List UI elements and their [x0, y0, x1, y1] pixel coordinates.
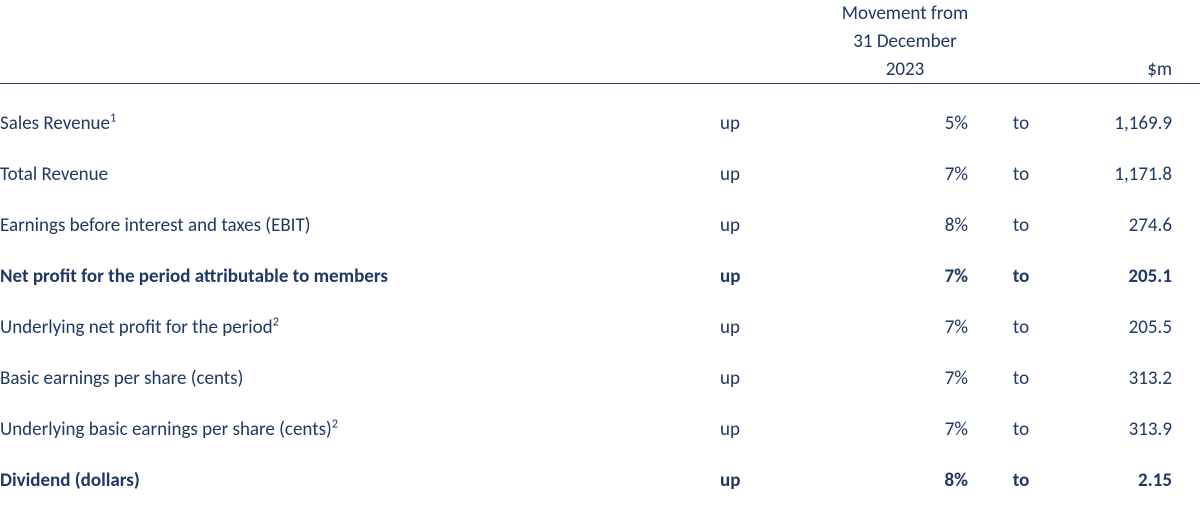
row-percent: 7%: [830, 251, 980, 302]
table-row: Earnings before interest and taxes (EBIT…: [0, 200, 1200, 251]
table-row: Dividend (dollars) up8%to2.15: [0, 455, 1200, 506]
row-label-footnote: 2: [332, 417, 338, 432]
table-row: Total Revenue up7%to1,171.8: [0, 149, 1200, 200]
row-percent: 5%: [830, 84, 980, 150]
row-label: Basic earnings per share (cents): [0, 353, 720, 404]
row-value: 205.1: [1070, 251, 1200, 302]
row-percent: 7%: [830, 353, 980, 404]
movement-header-line1: Movement from: [830, 0, 980, 28]
row-to: to: [980, 200, 1070, 251]
row-direction: up: [720, 404, 830, 455]
value-unit-header: $m: [1070, 56, 1200, 84]
row-value: 2.15: [1070, 455, 1200, 506]
row-value: 313.9: [1070, 404, 1200, 455]
table-row: Basic earnings per share (cents) up7%to31…: [0, 353, 1200, 404]
row-label: Total Revenue: [0, 149, 720, 200]
row-value: 313.2: [1070, 353, 1200, 404]
movement-header-line2: 31 December: [830, 28, 980, 56]
row-value: 274.6: [1070, 200, 1200, 251]
row-label-text: Earnings before interest and taxes (EBIT…: [0, 214, 311, 237]
row-direction: up: [720, 84, 830, 150]
row-to: to: [980, 149, 1070, 200]
row-percent: 7%: [830, 302, 980, 353]
table-row: Underlying net profit for the period2up7…: [0, 302, 1200, 353]
movement-header-line3: 2023: [830, 56, 980, 84]
row-direction: up: [720, 149, 830, 200]
row-label-text: Underlying net profit for the period: [0, 316, 273, 339]
row-value: 205.5: [1070, 302, 1200, 353]
table-header: Movement from 31 December 2023 $m: [0, 0, 1200, 84]
row-to: to: [980, 302, 1070, 353]
table-row: Underlying basic earnings per share (cen…: [0, 404, 1200, 455]
row-value: 1,171.8: [1070, 149, 1200, 200]
row-direction: up: [720, 302, 830, 353]
row-direction: up: [720, 353, 830, 404]
row-label-text: Dividend (dollars): [0, 469, 140, 492]
row-percent: 8%: [830, 455, 980, 506]
row-label-footnote: 2: [273, 315, 279, 330]
financial-summary-table: Movement from 31 December 2023 $m Sales …: [0, 0, 1200, 506]
row-to: to: [980, 455, 1070, 506]
row-label: Sales Revenue1: [0, 84, 720, 150]
row-to: to: [980, 404, 1070, 455]
row-to: to: [980, 353, 1070, 404]
row-label-footnote: 1: [110, 111, 116, 126]
row-to: to: [980, 84, 1070, 150]
row-to: to: [980, 251, 1070, 302]
row-label: Net profit for the period attributable t…: [0, 251, 720, 302]
row-label-text: Underlying basic earnings per share (cen…: [0, 418, 332, 441]
row-label-text: Total Revenue: [0, 163, 108, 186]
row-label-text: Basic earnings per share (cents): [0, 367, 243, 390]
row-percent: 8%: [830, 200, 980, 251]
row-label: Underlying basic earnings per share (cen…: [0, 404, 720, 455]
row-label: Dividend (dollars): [0, 455, 720, 506]
row-percent: 7%: [830, 149, 980, 200]
row-value: 1,169.9: [1070, 84, 1200, 150]
row-label: Underlying net profit for the period2: [0, 302, 720, 353]
row-label: Earnings before interest and taxes (EBIT…: [0, 200, 720, 251]
row-percent: 7%: [830, 404, 980, 455]
row-direction: up: [720, 200, 830, 251]
row-direction: up: [720, 455, 830, 506]
table-row: Net profit for the period attributable t…: [0, 251, 1200, 302]
row-direction: up: [720, 251, 830, 302]
row-label-text: Sales Revenue: [0, 112, 110, 135]
table-row: Sales Revenue1up5%to1,169.9: [0, 84, 1200, 150]
table-body: Sales Revenue1up5%to1,169.9Total Revenue…: [0, 84, 1200, 507]
row-label-text: Net profit for the period attributable t…: [0, 265, 388, 288]
